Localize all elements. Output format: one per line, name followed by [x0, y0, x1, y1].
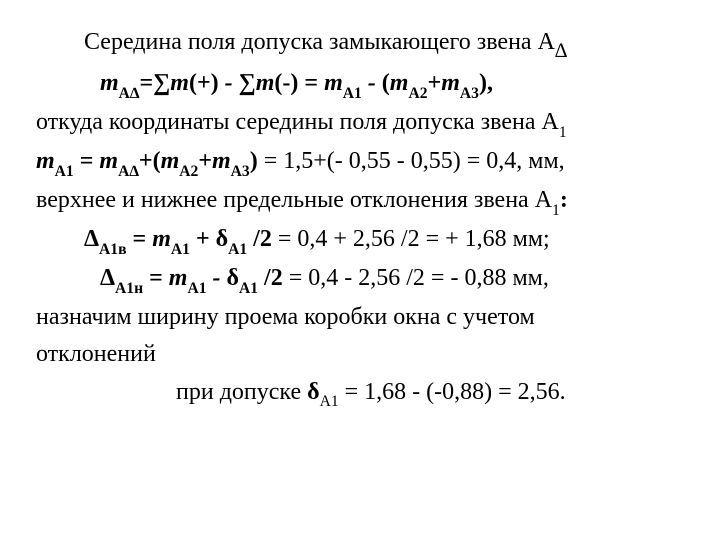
eq: = [143, 265, 169, 291]
minus: - [207, 265, 227, 291]
sub: А1н [115, 280, 143, 297]
m: m [36, 148, 55, 174]
line-10: при допуске δА1 = 1,68 - (-0,88) = 2,56. [36, 374, 680, 413]
plus: + [190, 226, 216, 252]
text: Середина поля допуска замыкающего звена … [84, 29, 555, 55]
m: m [390, 70, 409, 96]
paren: ( [382, 70, 390, 96]
delta: Δ [100, 265, 115, 291]
colon: : [560, 187, 568, 213]
text: отклонений [36, 341, 156, 367]
m: m [256, 70, 275, 96]
div: /2 [247, 226, 278, 252]
line-6: ΔА1в = mА1 + δА1 /2 = 0,4 + 2,56 /2 = + … [36, 221, 680, 260]
dash: - [225, 70, 233, 96]
m: m [212, 148, 231, 174]
line-5: верхнее и нижнее предельные отклонения з… [36, 182, 680, 221]
eq: = [74, 148, 100, 174]
delta-small: δ [307, 379, 319, 405]
plus: + [198, 148, 212, 174]
div: /2 [258, 265, 289, 291]
plus: +( [139, 148, 161, 174]
sub: А1 [343, 85, 362, 102]
rhs: = 1,5+(- 0,55 - 0,55) = 0,4, мм, [258, 148, 565, 174]
rhs: = 1,68 - (-0,88) = 2,56. [339, 379, 566, 405]
rhs: = 0,4 + 2,56 /2 = + 1,68 мм; [278, 226, 550, 252]
close: ), [479, 70, 493, 96]
sub: А∆ [118, 163, 139, 180]
sub: А1 [55, 163, 74, 180]
line-3: откуда координаты середины поля допуска … [36, 104, 680, 143]
neg: (-) = [274, 70, 324, 96]
sub: 1 [559, 124, 567, 141]
text: назначим ширину проема коробки окна с уч… [36, 304, 535, 330]
pre: при допуске [176, 379, 307, 405]
m: m [169, 265, 188, 291]
line-1: Середина поля допуска замыкающего звена … [36, 24, 680, 65]
text: верхнее и нижнее предельные отклонения з… [36, 187, 552, 213]
m: m [100, 70, 119, 96]
sub: А1 [320, 393, 339, 410]
plus: (+) [189, 70, 225, 96]
sub: А∆ [119, 85, 140, 102]
sub: 1 [552, 202, 560, 219]
line-4: mА1 = mА∆+(mА2+mА3) = 1,5+(- 0,55 - 0,55… [36, 143, 680, 182]
line-2: mА∆=∑m(+) - ∑m(-) = mА1 - (mА2+mА3), [36, 65, 680, 104]
plus: + [428, 70, 442, 96]
sub: А1в [99, 241, 126, 258]
eq: = [127, 226, 153, 252]
sub: А1 [187, 280, 206, 297]
line-9: отклонений [36, 336, 680, 373]
sub: А1 [239, 280, 258, 297]
m: m [99, 148, 118, 174]
delta-small: δ [227, 265, 239, 291]
sum: ∑ [233, 70, 256, 96]
text: откуда координаты середины поля допуска … [36, 109, 559, 135]
m: m [324, 70, 343, 96]
m: m [152, 226, 171, 252]
sub: А1 [171, 241, 190, 258]
delta-small: δ [216, 226, 228, 252]
line-7: ΔА1н = mА1 - δА1 /2 = 0,4 - 2,56 /2 = - … [36, 260, 680, 299]
dash: - [362, 70, 382, 96]
sub: А3 [231, 163, 250, 180]
m: m [441, 70, 460, 96]
line-8: назначим ширину проема коробки окна с уч… [36, 299, 680, 336]
sub: А1 [228, 241, 247, 258]
close: ) [250, 148, 258, 174]
m: m [161, 148, 180, 174]
sub: А2 [408, 85, 427, 102]
m: m [170, 70, 189, 96]
rhs: = 0,4 - 2,56 /2 = - 0,88 мм, [289, 265, 549, 291]
eq: =∑ [139, 70, 170, 96]
delta: Δ [84, 226, 99, 252]
sub: А3 [460, 85, 479, 102]
sub-delta: ∆ [555, 40, 567, 62]
sub: А2 [179, 163, 198, 180]
